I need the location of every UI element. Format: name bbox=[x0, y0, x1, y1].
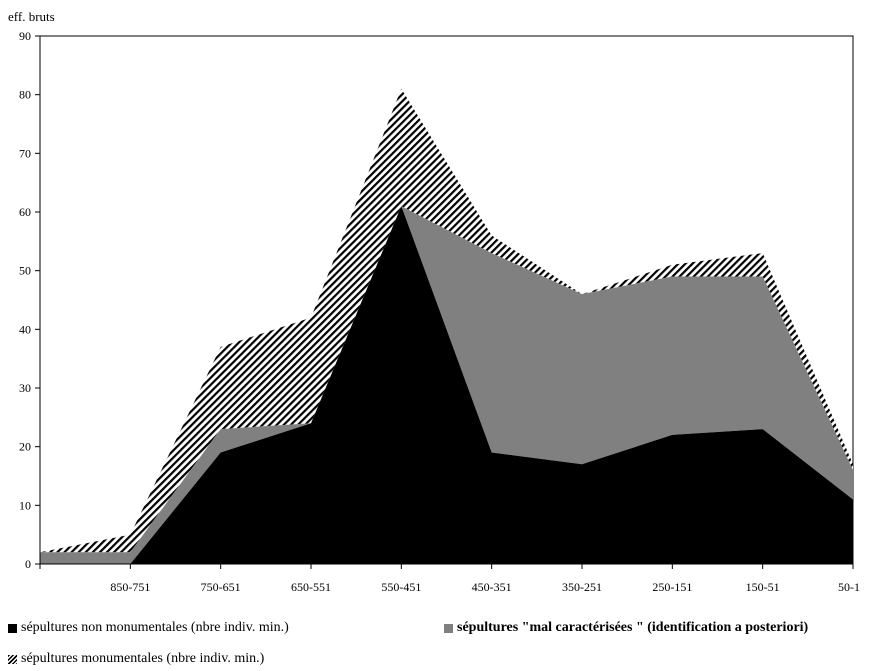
y-tick-label: 60 bbox=[19, 205, 31, 219]
legend-item-non-monumental: sépultures non monumentales (nbre indiv.… bbox=[8, 620, 289, 636]
x-tick-label: 750-651 bbox=[201, 580, 241, 594]
area-series-group bbox=[40, 88, 853, 564]
legend-label-mal-caracterisees: sépultures "mal caractérisées " (identif… bbox=[457, 620, 809, 635]
legend-swatch-gray bbox=[444, 623, 453, 633]
legend-label-non-monumental: sépultures non monumentales (nbre indiv.… bbox=[21, 620, 289, 635]
y-axis-title: eff. bruts bbox=[8, 9, 55, 24]
x-tick-label: 350-251 bbox=[562, 580, 602, 594]
area-monumental bbox=[40, 88, 853, 553]
x-tick-label: 650-551 bbox=[291, 580, 331, 594]
x-tick-label: 850-751 bbox=[110, 580, 150, 594]
axes-group: 0 10 20 30 40 50 60 70 80 90 850-751 750-651 650-551… bbox=[19, 29, 860, 594]
area-mal-caracterisees bbox=[40, 206, 853, 564]
y-tick-label: 30 bbox=[19, 381, 31, 395]
y-tick-label: 90 bbox=[19, 29, 31, 43]
legend-item-monumental: sépultures monumentales (nbre indiv. min… bbox=[8, 651, 264, 667]
y-tick-label: 10 bbox=[19, 498, 31, 512]
legend-swatch-black bbox=[8, 623, 17, 633]
x-tick-label: 450-351 bbox=[472, 580, 512, 594]
legend-swatch-hatch bbox=[8, 654, 17, 664]
y-tick-label: 40 bbox=[19, 322, 31, 336]
x-tick-label: 250-151 bbox=[652, 580, 692, 594]
x-tick-label: 150-51 bbox=[746, 580, 780, 594]
y-tick-label: 0 bbox=[25, 557, 31, 571]
y-tick-label: 80 bbox=[19, 88, 31, 102]
legend-label-monumental: sépultures monumentales (nbre indiv. min… bbox=[21, 651, 265, 666]
area-non-monumental bbox=[40, 206, 853, 564]
y-tick-label: 70 bbox=[19, 146, 31, 160]
y-tick-label: 20 bbox=[19, 440, 31, 454]
x-tick-label: 550-451 bbox=[381, 580, 421, 594]
y-tick-label: 50 bbox=[19, 264, 31, 278]
x-tick-label: 50-1 bbox=[838, 580, 860, 594]
legend-item-mal-caracterisees: sépultures "mal caractérisées " (identif… bbox=[444, 620, 808, 636]
